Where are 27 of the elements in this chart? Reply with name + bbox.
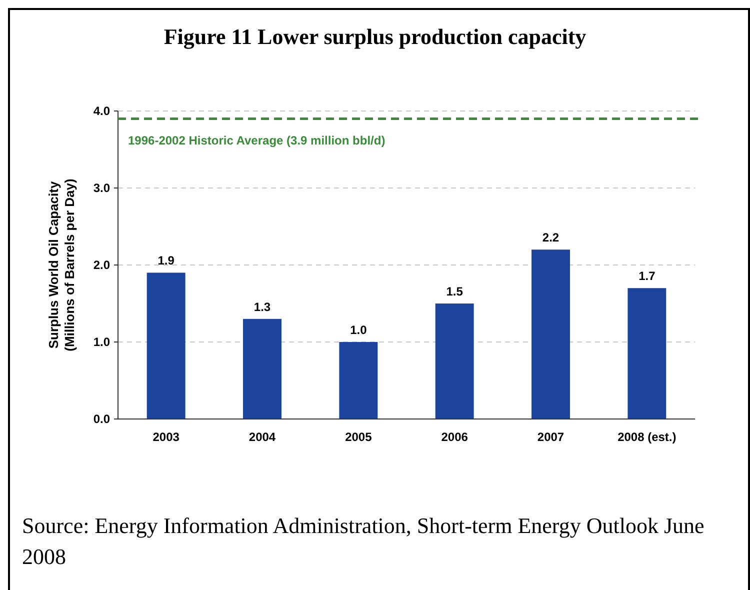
y-axis-title: Surplus World Oil Capacity (Millions of Barrels per Day) bbox=[46, 178, 77, 352]
data-label: 1.3 bbox=[254, 300, 271, 314]
ref-line-label: 1996-2002 Historic Average (3.9 million bbl/d) bbox=[128, 134, 386, 148]
x-tick-label: 2003 bbox=[152, 430, 180, 444]
y-tick-label: 2.0 bbox=[93, 258, 110, 272]
source-note: Source: Energy Information Administration, Short-term Energy Outlook June 2008 bbox=[22, 512, 706, 571]
data-label: 1.7 bbox=[638, 269, 656, 284]
bar bbox=[628, 288, 666, 419]
x-tick-label: 2004 bbox=[248, 430, 276, 444]
x-tick-label: 2007 bbox=[537, 430, 564, 444]
bar bbox=[339, 342, 378, 419]
data-label: 1.9 bbox=[158, 254, 175, 268]
x-tick-label: 2005 bbox=[345, 430, 372, 444]
y-tick-label: 0.0 bbox=[93, 412, 110, 426]
chart-title: Figure 11 Lower surplus production capacity bbox=[164, 24, 586, 49]
data-label: 2.2 bbox=[542, 230, 560, 245]
y-tick-label: 4.0 bbox=[93, 104, 110, 118]
x-tick-label: 2008 (est.) bbox=[618, 430, 676, 444]
bar bbox=[243, 318, 282, 419]
bar bbox=[146, 272, 186, 419]
y-tick-label: 3.0 bbox=[93, 181, 110, 196]
data-label: 1.5 bbox=[446, 284, 464, 298]
bar bbox=[532, 250, 570, 419]
bar bbox=[435, 304, 474, 419]
data-label: 1.0 bbox=[350, 323, 368, 337]
x-tick-label: 2006 bbox=[441, 430, 468, 444]
y-tick-label: 1.0 bbox=[93, 335, 110, 350]
